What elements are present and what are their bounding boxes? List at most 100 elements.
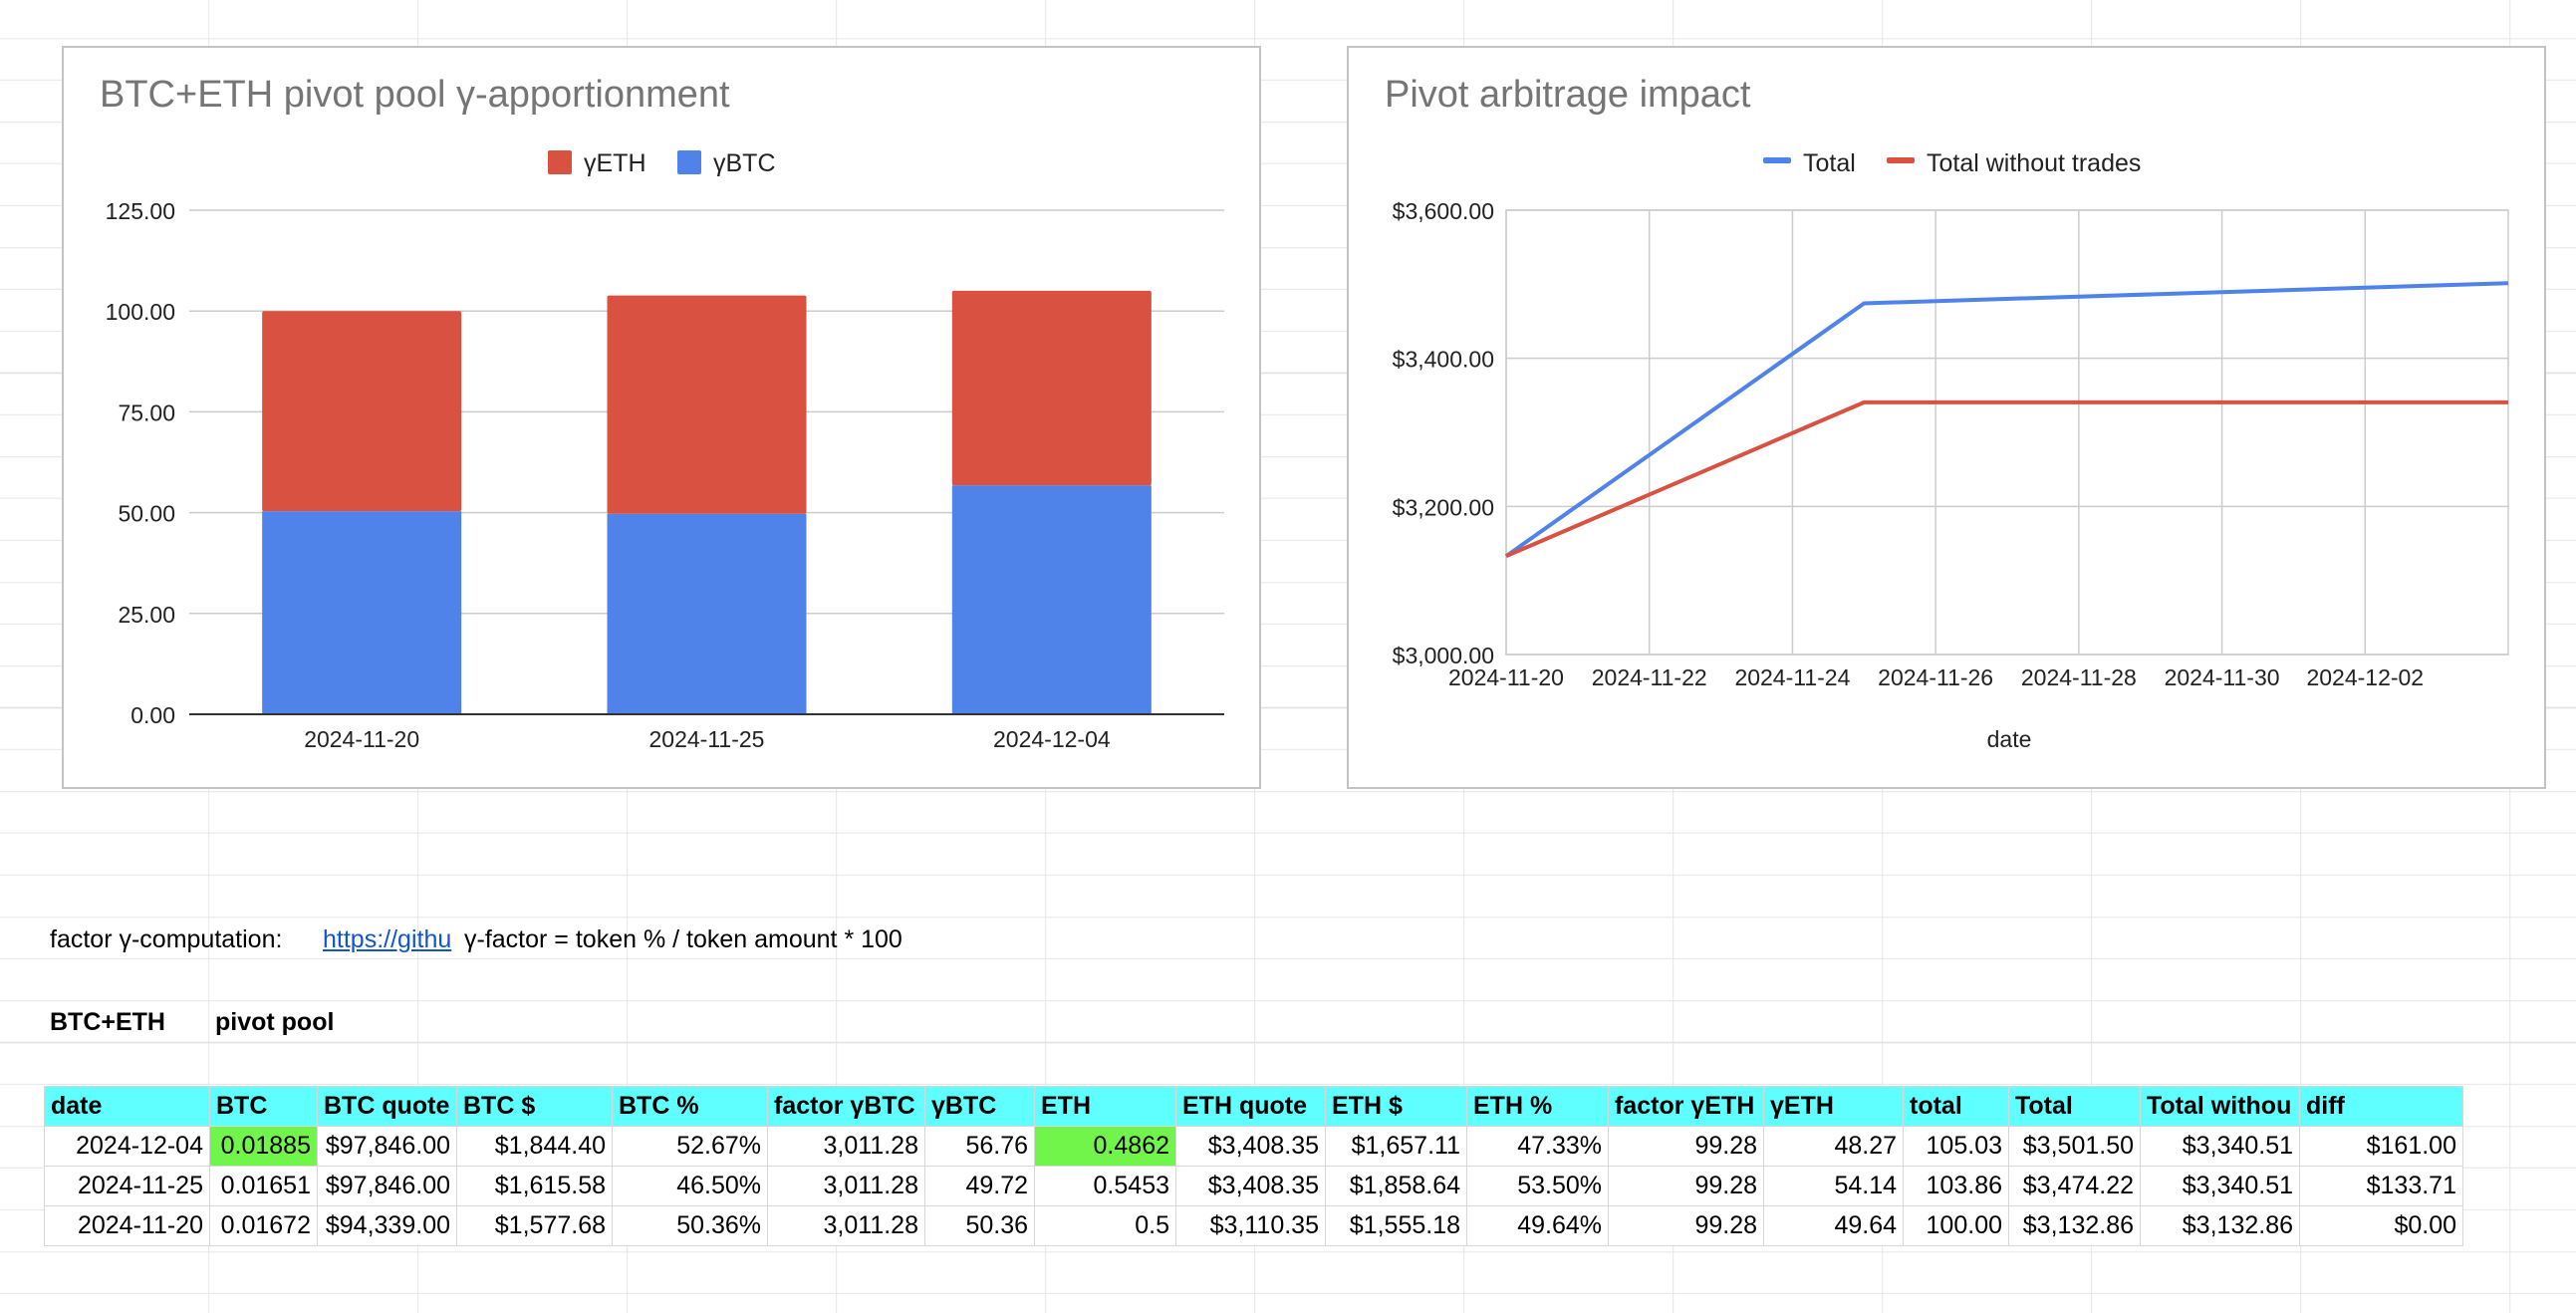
factor-label: factor γ-computation: [50, 925, 283, 953]
table-cell[interactable]: $97,846.00 [317, 1126, 457, 1167]
table-cell[interactable]: $1,844.40 [456, 1126, 613, 1167]
column-header[interactable]: ETH quote [1175, 1086, 1326, 1127]
table-cell[interactable]: $97,846.00 [317, 1166, 457, 1206]
x-axis-title: date [1987, 726, 2032, 752]
x-tick-label: 2024-11-28 [2021, 664, 2137, 690]
table-cell[interactable]: 49.64% [1466, 1205, 1609, 1246]
y-tick-label: $3,600.00 [1393, 198, 1494, 224]
table-cell[interactable]: $1,858.64 [1325, 1166, 1467, 1206]
column-header[interactable]: γETH [1763, 1086, 1904, 1127]
table-cell[interactable]: 2024-11-25 [44, 1166, 210, 1206]
table-cell[interactable]: 47.33% [1466, 1126, 1609, 1167]
column-header[interactable]: BTC [209, 1086, 318, 1127]
column-header[interactable]: Total withou [2140, 1086, 2300, 1127]
table-cell[interactable]: 50.36 [924, 1205, 1035, 1246]
x-tick-label: 2024-12-04 [993, 726, 1111, 752]
table-cell[interactable]: 48.27 [1763, 1126, 1904, 1167]
table-cell[interactable]: 52.67% [612, 1126, 768, 1167]
pool-type: pivot pool [215, 1008, 335, 1036]
y-tick-label: 75.00 [118, 399, 175, 425]
table-cell[interactable]: 0.5453 [1034, 1166, 1176, 1206]
legend-label-eth: γETH [584, 149, 646, 177]
table-cell[interactable]: $161.00 [2299, 1126, 2463, 1167]
table-cell[interactable]: $0.00 [2299, 1205, 2463, 1246]
x-tick-label: 2024-11-30 [2165, 664, 2280, 690]
table-cell[interactable]: 3,011.28 [767, 1126, 925, 1167]
table-cell[interactable]: 99.28 [1608, 1166, 1764, 1206]
y-tick-label: $3,400.00 [1393, 347, 1494, 373]
table-cell[interactable]: $3,132.86 [2008, 1205, 2141, 1246]
bar-segment-btc [262, 511, 462, 714]
table-cell[interactable]: $3,474.22 [2008, 1166, 2141, 1206]
table-cell[interactable]: 3,011.28 [767, 1205, 925, 1246]
x-tick-label: 2024-11-20 [304, 726, 419, 752]
column-header[interactable]: ETH % [1466, 1086, 1609, 1127]
table-cell[interactable]: $3,501.50 [2008, 1126, 2141, 1167]
table-cell[interactable]: $1,615.58 [456, 1166, 613, 1206]
table-cell[interactable]: 0.4862 [1034, 1126, 1176, 1167]
column-header[interactable]: factor γETH [1608, 1086, 1764, 1127]
legend-label-btc: γBTC [713, 149, 776, 177]
factor-formula: γ-factor = token % / token amount * 100 [464, 925, 902, 953]
x-tick-label: 2024-11-20 [1448, 664, 1564, 690]
y-tick-label: $3,200.00 [1393, 494, 1494, 520]
table-cell[interactable]: $3,340.51 [2140, 1126, 2300, 1167]
column-header[interactable]: BTC $ [456, 1086, 613, 1127]
bar-chart[interactable]: BTC+ETH pivot pool γ-apportionment γETH γB… [62, 46, 1261, 789]
table-cell[interactable]: 99.28 [1608, 1126, 1764, 1167]
series-line-total [1504, 281, 2509, 558]
column-header[interactable]: γBTC [924, 1086, 1035, 1127]
table-cell[interactable]: 49.72 [924, 1166, 1035, 1206]
legend-label-total-without: Total without trades [1927, 149, 2141, 177]
table-cell[interactable]: 2024-12-04 [44, 1126, 210, 1167]
column-header[interactable]: ETH $ [1325, 1086, 1467, 1127]
column-header[interactable]: ETH [1034, 1086, 1176, 1127]
table-cell[interactable]: $3,408.35 [1175, 1126, 1326, 1167]
table-cell[interactable]: 53.50% [1466, 1166, 1609, 1206]
table-cell[interactable]: $3,132.86 [2140, 1205, 2300, 1246]
table-cell[interactable]: 0.01651 [209, 1166, 318, 1206]
table-cell[interactable]: 105.03 [1903, 1126, 2009, 1167]
table-cell[interactable]: $1,577.68 [456, 1205, 613, 1246]
table-cell[interactable]: 49.64 [1763, 1205, 1904, 1246]
table-cell[interactable]: 99.28 [1608, 1205, 1764, 1246]
column-header[interactable]: BTC quote [317, 1086, 457, 1127]
table-cell[interactable]: 103.86 [1903, 1166, 2009, 1206]
table-cell[interactable]: 3,011.28 [767, 1166, 925, 1206]
table-cell[interactable]: 50.36% [612, 1205, 768, 1246]
table-cell[interactable]: 0.5 [1034, 1205, 1176, 1246]
column-header[interactable]: date [44, 1086, 210, 1127]
table-cell[interactable]: $3,110.35 [1175, 1205, 1326, 1246]
column-header[interactable]: BTC % [612, 1086, 768, 1127]
series-line-total-without [1505, 399, 2508, 559]
column-header[interactable]: diff [2299, 1086, 2463, 1127]
table-cell[interactable]: 46.50% [612, 1166, 768, 1206]
column-header[interactable]: Total [2008, 1086, 2141, 1127]
table-cell[interactable]: $3,340.51 [2140, 1166, 2300, 1206]
y-tick-label: 0.00 [130, 702, 175, 728]
table-cell[interactable]: $1,657.11 [1325, 1126, 1467, 1167]
bar-segment-eth [262, 311, 462, 512]
x-tick-label: 2024-11-22 [1592, 664, 1707, 690]
x-tick-label: 2024-11-26 [1878, 664, 1993, 690]
factor-source-link[interactable]: https://githu [323, 925, 452, 953]
legend-swatch-eth [548, 150, 572, 174]
line-chart[interactable]: Pivot arbitrage impact Total Total without… [1347, 46, 2546, 789]
table-cell[interactable]: $94,339.00 [317, 1205, 457, 1246]
legend-label-total: Total [1803, 149, 1856, 177]
table-cell[interactable]: 54.14 [1763, 1166, 1904, 1206]
table-cell[interactable]: $1,555.18 [1325, 1205, 1467, 1246]
table-row: 2024-11-25 0.01651 $97,846.00 $1,615.58 46.5… [44, 1166, 2463, 1206]
y-tick-label: $3,000.00 [1393, 643, 1494, 668]
column-header[interactable]: total [1903, 1086, 2009, 1127]
y-tick-label: 100.00 [106, 299, 175, 325]
table-cell[interactable]: 56.76 [924, 1126, 1035, 1167]
table-cell[interactable]: 0.01885 [209, 1126, 318, 1167]
table-cell[interactable]: $3,408.35 [1175, 1166, 1326, 1206]
plot-area [1505, 209, 2509, 656]
table-cell[interactable]: 100.00 [1903, 1205, 2009, 1246]
column-header[interactable]: factor γBTC [767, 1086, 925, 1127]
table-cell[interactable]: $133.71 [2299, 1166, 2463, 1206]
table-cell[interactable]: 2024-11-20 [44, 1205, 210, 1246]
table-cell[interactable]: 0.01672 [209, 1205, 318, 1246]
